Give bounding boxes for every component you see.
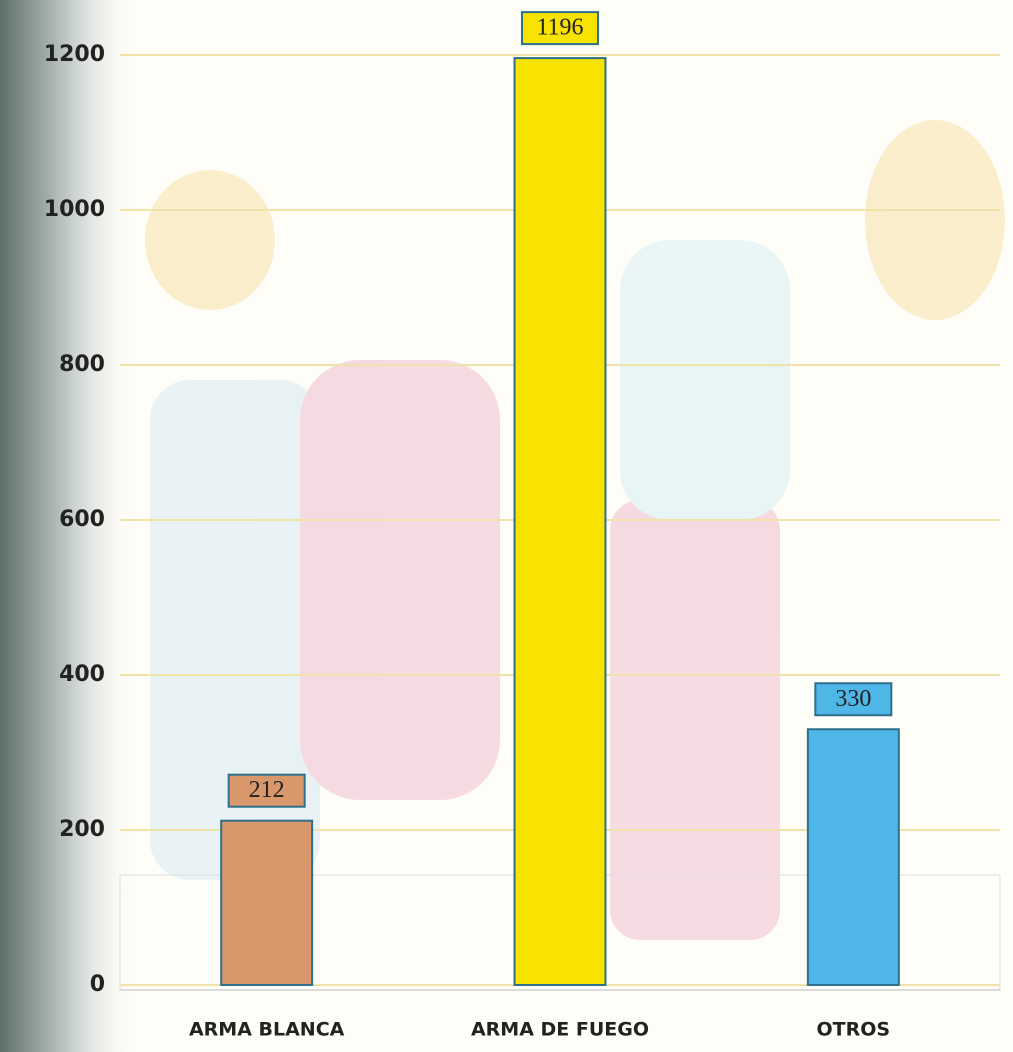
y-tick-label: 400 xyxy=(59,662,105,687)
value-label-box xyxy=(521,11,599,46)
y-tick-label: 1200 xyxy=(44,42,105,67)
bar xyxy=(513,57,607,987)
bar xyxy=(806,728,900,986)
y-tick-label: 0 xyxy=(90,972,105,997)
value-label: 1196 xyxy=(536,15,583,41)
y-tick-label: 600 xyxy=(59,507,105,532)
y-tick-label: 1000 xyxy=(44,197,105,222)
value-label-box xyxy=(814,682,893,717)
y-tick-label: 200 xyxy=(59,817,105,842)
value-label: 330 xyxy=(835,686,871,712)
x-tick-label: ARMA BLANCA xyxy=(189,1019,345,1041)
x-tick-label: OTROS xyxy=(817,1019,891,1041)
x-tick-label: ARMA DE FUEGO xyxy=(471,1019,649,1041)
y-tick-label: 800 xyxy=(59,352,105,377)
bar xyxy=(220,819,314,987)
left-shade xyxy=(0,0,140,1052)
value-label: 212 xyxy=(249,777,285,803)
value-label-box xyxy=(227,773,306,808)
